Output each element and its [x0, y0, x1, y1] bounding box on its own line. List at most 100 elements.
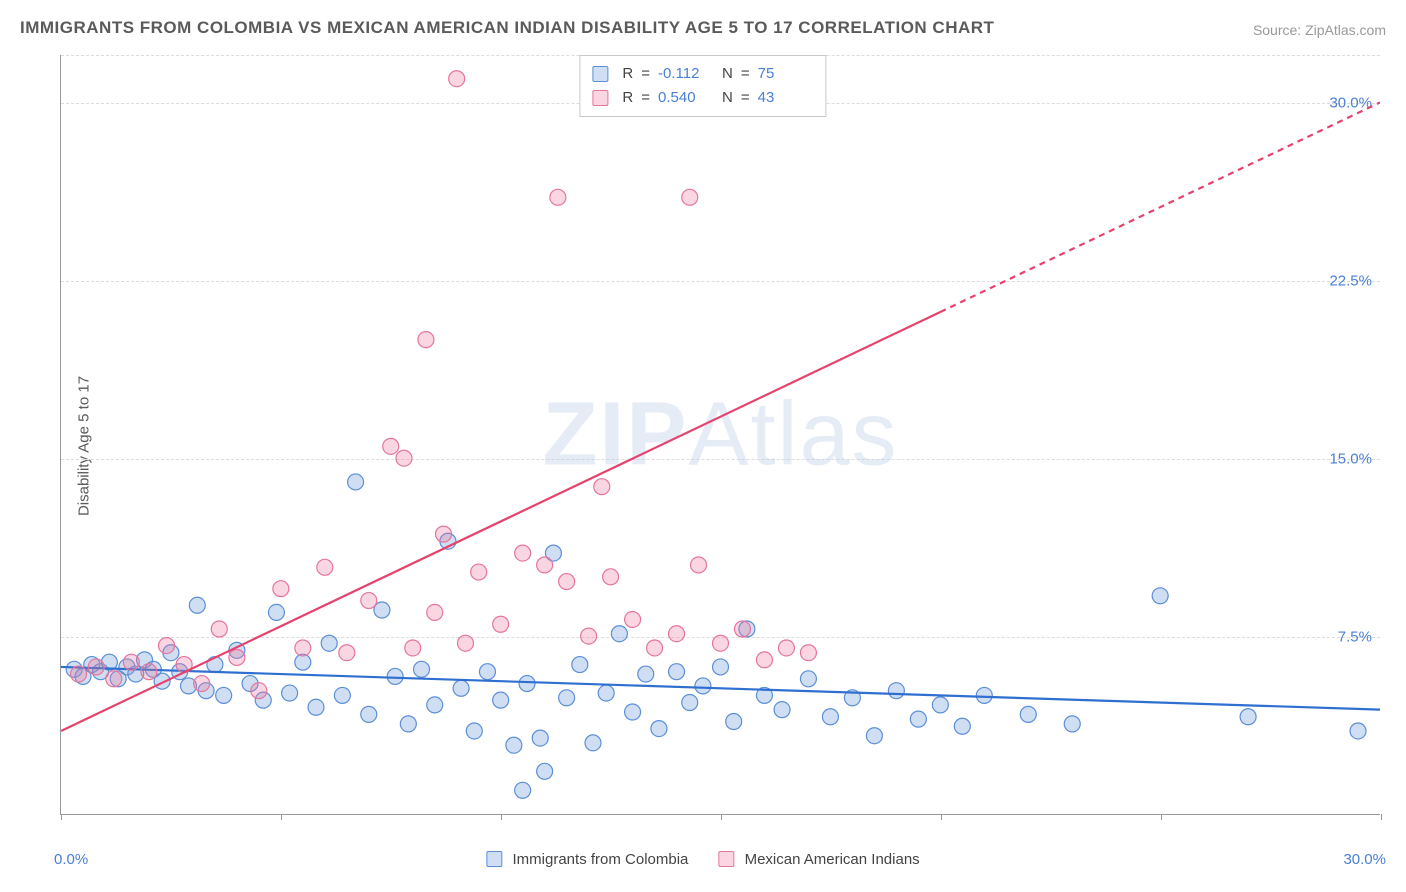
scatter-svg [61, 55, 1380, 814]
legend-stats-row-2: R = 0.540 N = 43 [592, 86, 813, 110]
scatter-point [339, 645, 355, 661]
scatter-point [106, 671, 122, 687]
trend-line-dashed [940, 102, 1380, 312]
eq: = [741, 86, 750, 110]
scatter-point [559, 574, 575, 590]
x-axis-max-label: 30.0% [1343, 851, 1386, 868]
source-attribution: Source: ZipAtlas.com [1253, 22, 1386, 38]
scatter-point [418, 332, 434, 348]
scatter-point [159, 638, 175, 654]
scatter-point [334, 687, 350, 703]
scatter-point [317, 559, 333, 575]
scatter-point [321, 635, 337, 651]
scatter-point [229, 649, 245, 665]
legend-swatch-2 [592, 90, 608, 106]
scatter-point [273, 581, 289, 597]
R-label: R [622, 62, 633, 86]
scatter-point [611, 626, 627, 642]
scatter-point [282, 685, 298, 701]
x-tick [1381, 814, 1382, 820]
scatter-point [194, 676, 210, 692]
scatter-point [216, 687, 232, 703]
scatter-point [598, 685, 614, 701]
scatter-point [559, 690, 575, 706]
scatter-point [537, 557, 553, 573]
eq: = [741, 62, 750, 86]
scatter-point [449, 71, 465, 87]
scatter-point [348, 474, 364, 490]
scatter-point [71, 666, 87, 682]
scatter-point [625, 612, 641, 628]
scatter-point [1152, 588, 1168, 604]
x-tick [61, 814, 62, 820]
x-tick [721, 814, 722, 820]
scatter-point [756, 652, 772, 668]
scatter-point [427, 604, 443, 620]
scatter-point [625, 704, 641, 720]
scatter-point [251, 683, 267, 699]
scatter-point [822, 709, 838, 725]
scatter-point [669, 664, 685, 680]
scatter-point [1240, 709, 1256, 725]
scatter-point [405, 640, 421, 656]
scatter-point [866, 728, 882, 744]
x-tick [1161, 814, 1162, 820]
scatter-point [466, 723, 482, 739]
x-axis-min-label: 0.0% [54, 851, 88, 868]
scatter-point [141, 664, 157, 680]
eq: = [641, 62, 650, 86]
N-label: N [722, 62, 733, 86]
scatter-point [493, 616, 509, 632]
scatter-point [726, 714, 742, 730]
scatter-point [651, 721, 667, 737]
scatter-point [453, 680, 469, 696]
scatter-point [1020, 706, 1036, 722]
trend-line [61, 312, 940, 731]
scatter-point [532, 730, 548, 746]
legend-item-1: Immigrants from Colombia [486, 851, 688, 868]
scatter-point [414, 661, 430, 677]
scatter-point [713, 659, 729, 675]
legend-item-2: Mexican American Indians [718, 851, 919, 868]
scatter-point [800, 645, 816, 661]
scatter-point [1350, 723, 1366, 739]
scatter-point [383, 438, 399, 454]
scatter-point [691, 557, 707, 573]
scatter-point [436, 526, 452, 542]
scatter-point [207, 657, 223, 673]
scatter-point [471, 564, 487, 580]
scatter-point [778, 640, 794, 656]
scatter-point [800, 671, 816, 687]
scatter-point [550, 189, 566, 205]
scatter-point [910, 711, 926, 727]
scatter-point [572, 657, 588, 673]
scatter-point [932, 697, 948, 713]
scatter-point [396, 450, 412, 466]
scatter-point [308, 699, 324, 715]
scatter-point [506, 737, 522, 753]
legend-label-1: Immigrants from Colombia [513, 851, 689, 868]
N-value-1: 75 [758, 62, 814, 86]
scatter-point [647, 640, 663, 656]
chart-title: IMMIGRANTS FROM COLOMBIA VS MEXICAN AMER… [20, 18, 994, 38]
scatter-point [88, 659, 104, 675]
scatter-point [427, 697, 443, 713]
scatter-point [457, 635, 473, 651]
scatter-point [774, 702, 790, 718]
scatter-point [594, 479, 610, 495]
scatter-point [479, 664, 495, 680]
scatter-point [581, 628, 597, 644]
scatter-point [585, 735, 601, 751]
scatter-point [638, 666, 654, 682]
scatter-point [295, 654, 311, 670]
scatter-point [361, 706, 377, 722]
scatter-point [519, 676, 535, 692]
x-tick [501, 814, 502, 820]
legend-bottom: Immigrants from Colombia Mexican America… [486, 851, 919, 868]
scatter-point [1064, 716, 1080, 732]
scatter-point [268, 604, 284, 620]
scatter-point [695, 678, 711, 694]
R-value-1: -0.112 [658, 62, 714, 86]
plot-area: ZIPAtlas 7.5%15.0%22.5%30.0% [60, 55, 1380, 815]
scatter-point [888, 683, 904, 699]
